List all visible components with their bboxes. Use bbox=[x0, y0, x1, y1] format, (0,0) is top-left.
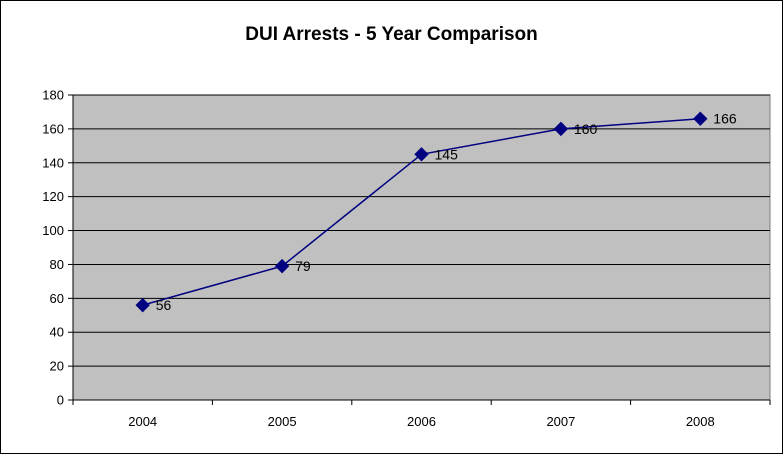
data-point bbox=[553, 121, 569, 137]
data-label: 56 bbox=[156, 297, 172, 313]
y-tick-label: 100 bbox=[42, 223, 64, 238]
x-tick-label: 2004 bbox=[128, 414, 157, 429]
data-label: 166 bbox=[713, 111, 737, 127]
data-label: 79 bbox=[295, 258, 311, 274]
y-tick-label: 80 bbox=[50, 257, 64, 272]
x-tick-label: 2005 bbox=[268, 414, 297, 429]
x-tick-label: 2007 bbox=[546, 414, 575, 429]
y-tick-label: 120 bbox=[42, 189, 64, 204]
y-tick-label: 0 bbox=[57, 393, 64, 408]
data-point bbox=[414, 147, 429, 162]
x-tick-label: 2008 bbox=[686, 414, 715, 429]
y-tick-label: 160 bbox=[42, 121, 64, 136]
y-tick-label: 180 bbox=[42, 88, 64, 103]
chart-title: DUI Arrests - 5 Year Comparison bbox=[245, 24, 538, 45]
x-tick-label: 2006 bbox=[407, 414, 436, 429]
y-tick-label: 20 bbox=[50, 359, 64, 374]
y-tick-label: 40 bbox=[50, 325, 64, 340]
data-label: 145 bbox=[435, 146, 459, 162]
data-label: 160 bbox=[574, 121, 598, 137]
y-tick-label: 60 bbox=[50, 291, 64, 306]
y-tick-label: 140 bbox=[42, 155, 64, 170]
plot-area bbox=[72, 94, 771, 401]
data-point bbox=[135, 297, 150, 313]
data-point bbox=[274, 258, 290, 274]
data-point bbox=[693, 111, 708, 126]
